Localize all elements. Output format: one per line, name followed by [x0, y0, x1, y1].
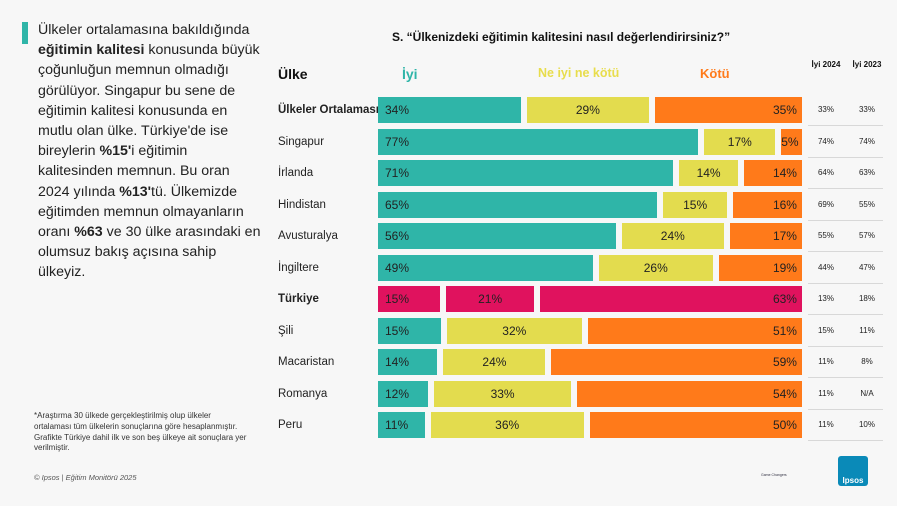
value-2024: 11%	[818, 388, 834, 398]
legend-good: İyi	[402, 66, 418, 82]
value-2023: 8%	[861, 357, 873, 366]
value-2023: N/A	[860, 388, 874, 398]
bar-bad: 63%	[539, 286, 802, 312]
legend-neutral: Ne iyi ne kötü	[538, 66, 620, 80]
value-2024: 13%	[817, 294, 834, 303]
row-label: Peru	[278, 419, 303, 431]
chart-title: S. “Ülkenizdeki eğitimin kalitesini nası…	[392, 30, 731, 44]
value-2023: 74%	[858, 136, 875, 146]
bar-good: 15%	[378, 317, 442, 344]
row-divider	[808, 219, 883, 221]
value-2024: 15%	[817, 325, 834, 335]
value-2024: 64%	[817, 168, 834, 177]
bar-bad: 16%	[733, 191, 802, 218]
row-label: Romanya	[278, 387, 328, 400]
row-divider	[808, 345, 883, 347]
bar-bad: 17%	[729, 223, 802, 249]
value-2024: 11%	[818, 420, 834, 429]
row-divider	[808, 156, 883, 158]
row-divider	[808, 251, 883, 252]
ipsos-logo: Ipsos	[838, 456, 868, 486]
accent-bar	[22, 22, 28, 44]
row-divider	[808, 440, 883, 441]
bar-neutral: 36%	[430, 412, 584, 438]
row-label: Avusturalya	[278, 230, 338, 242]
value-2024: 44%	[817, 262, 834, 272]
row-label: Türkiye	[278, 293, 319, 305]
value-2023: 47%	[858, 262, 875, 272]
bar-bad: 19%	[718, 254, 802, 281]
bar-good: 71%	[378, 160, 674, 186]
bar-good: 77%	[378, 128, 699, 155]
row-label: Hindistan	[278, 198, 326, 211]
row-divider	[808, 408, 883, 410]
row-label: Ülkeler Ortalaması	[278, 104, 380, 116]
bar-bad: 51%	[587, 317, 802, 344]
bar-good: 11%	[378, 412, 425, 438]
header-year-2024: İyi 2024	[811, 60, 841, 69]
bar-neutral: 24%	[443, 349, 546, 375]
header-year-2023: İyi 2023	[852, 60, 882, 69]
value-2024: 11%	[818, 357, 834, 366]
bar-good: 15%	[378, 286, 441, 312]
bar-good: 34%	[378, 97, 521, 123]
bar-neutral: 29%	[526, 97, 649, 123]
bar-bad: 59%	[551, 349, 802, 375]
bar-neutral: 32%	[447, 317, 582, 344]
bar-neutral: 21%	[446, 286, 534, 312]
value-2023: 33%	[858, 105, 875, 114]
bar-bad: 14%	[743, 160, 802, 186]
row-divider	[808, 314, 883, 315]
legend-bad: Kötü	[700, 66, 730, 81]
value-2023: 11%	[859, 325, 875, 335]
bar-neutral: 14%	[679, 160, 738, 186]
bar-good: 49%	[378, 254, 593, 281]
logo-small-text: Game Changers	[761, 473, 787, 477]
value-2024: 55%	[817, 231, 834, 240]
bar-good: 56%	[378, 223, 616, 249]
bar-neutral: 24%	[621, 223, 724, 249]
value-2023: 55%	[858, 199, 875, 209]
bar-neutral: 17%	[704, 128, 776, 155]
row-label: İngiltere	[278, 261, 319, 274]
value-2024: 33%	[817, 105, 834, 114]
bar-good: 12%	[378, 380, 428, 407]
narrative-text: Ülkeler ortalamasına bakıldığında eğitim…	[38, 22, 261, 281]
bar-neutral: 33%	[433, 380, 572, 407]
row-divider	[808, 377, 883, 378]
bar-bad: 35%	[654, 97, 802, 123]
value-2023: 10%	[858, 420, 875, 429]
row-label: Singapur	[278, 135, 325, 148]
value-2024: 69%	[817, 199, 834, 209]
row-label: Şili	[278, 324, 294, 337]
row-label: Macaristan	[278, 356, 335, 368]
bar-bad: 50%	[589, 412, 802, 438]
bar-neutral: 26%	[598, 254, 713, 281]
value-2023: 63%	[858, 168, 875, 177]
row-divider	[808, 125, 883, 126]
footnote: *Araştırma 30 ülkede gerçekleştirilmiş o…	[34, 411, 247, 453]
header-country: Ülke	[278, 66, 308, 82]
copyright: © Ipsos | Eğitim Monitörü 2025	[34, 473, 137, 482]
bar-bad: 54%	[577, 380, 802, 407]
bar-good: 14%	[378, 349, 438, 375]
bar-neutral: 15%	[662, 191, 728, 218]
bar-bad: 5%	[781, 128, 802, 155]
value-2023: 18%	[858, 294, 875, 303]
row-divider	[808, 282, 883, 284]
value-2024: 74%	[817, 136, 834, 146]
row-divider	[808, 188, 883, 189]
row-label: İrlanda	[278, 167, 314, 179]
value-2023: 57%	[858, 231, 875, 240]
bar-good: 65%	[378, 191, 657, 218]
